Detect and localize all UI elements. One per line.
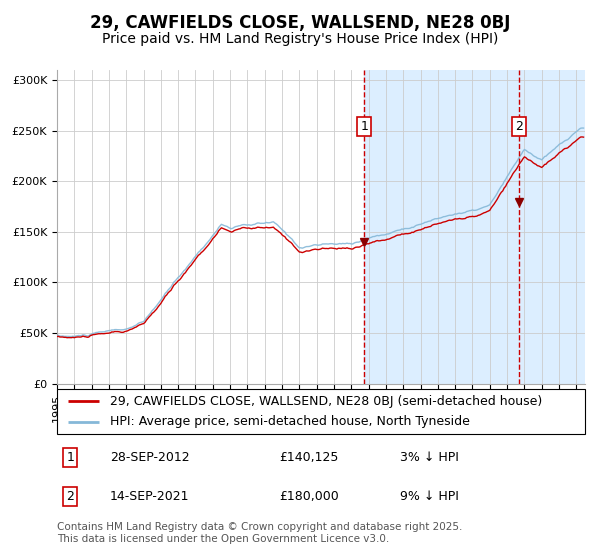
Text: Contains HM Land Registry data © Crown copyright and database right 2025.
This d: Contains HM Land Registry data © Crown c… <box>57 522 463 544</box>
Bar <box>364 70 585 384</box>
Text: 29, CAWFIELDS CLOSE, WALLSEND, NE28 0BJ: 29, CAWFIELDS CLOSE, WALLSEND, NE28 0BJ <box>90 14 510 32</box>
Text: 3% ↓ HPI: 3% ↓ HPI <box>400 451 459 464</box>
Text: 1: 1 <box>361 120 368 133</box>
Text: Price paid vs. HM Land Registry's House Price Index (HPI): Price paid vs. HM Land Registry's House … <box>102 32 498 46</box>
Text: 9% ↓ HPI: 9% ↓ HPI <box>400 491 459 503</box>
FancyBboxPatch shape <box>57 389 585 434</box>
Text: 29, CAWFIELDS CLOSE, WALLSEND, NE28 0BJ (semi-detached house): 29, CAWFIELDS CLOSE, WALLSEND, NE28 0BJ … <box>110 395 542 408</box>
Text: £180,000: £180,000 <box>279 491 338 503</box>
Text: 28-SEP-2012: 28-SEP-2012 <box>110 451 190 464</box>
Text: £140,125: £140,125 <box>279 451 338 464</box>
Text: 2: 2 <box>515 120 523 133</box>
Text: 1: 1 <box>66 451 74 464</box>
Text: 14-SEP-2021: 14-SEP-2021 <box>110 491 190 503</box>
Text: 2: 2 <box>66 491 74 503</box>
Text: HPI: Average price, semi-detached house, North Tyneside: HPI: Average price, semi-detached house,… <box>110 416 470 428</box>
